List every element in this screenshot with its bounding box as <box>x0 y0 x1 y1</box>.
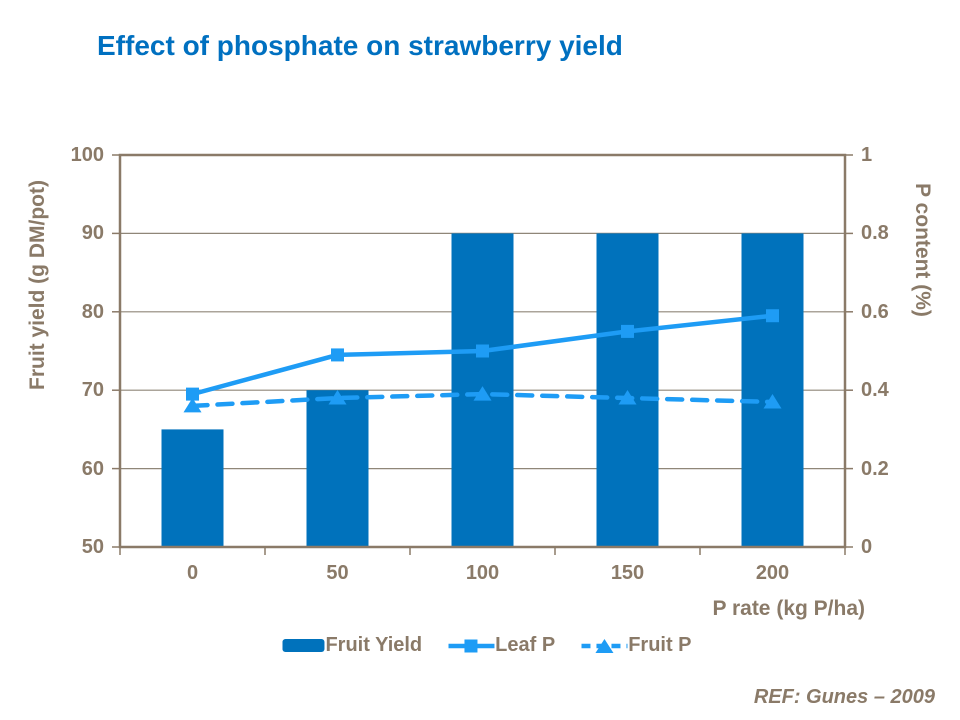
right-axis-tick-label: 0.2 <box>861 457 889 480</box>
right-axis-title: P content (%) <box>911 183 934 317</box>
x-axis-tick-label: 50 <box>326 562 349 584</box>
fruit-p-swatch-icon <box>581 638 628 653</box>
fruit-yield-swatch-icon <box>282 639 325 652</box>
left-axis-tick-label: 80 <box>81 300 104 323</box>
legend: Fruit Yield Leaf P Fruit P <box>282 634 692 657</box>
left-axis-title: Fruit yield (g DM/pot) <box>26 180 49 390</box>
left-axis-tick-label: 70 <box>81 379 104 402</box>
x-axis-title: P rate (kg P/ha) <box>712 597 866 620</box>
right-axis-tick-label: 0.4 <box>861 379 889 402</box>
plot-area <box>112 153 853 555</box>
legend-label-fruit-yield: Fruit Yield <box>325 634 423 656</box>
x-axis-tick-label: 0 <box>186 562 199 584</box>
left-axis-tick-label: 90 <box>81 222 104 245</box>
reference: REF: Gunes – 2009 <box>753 686 935 708</box>
legend-item-fruit-p: Fruit P <box>581 634 692 657</box>
left-axis-tick-label: 100 <box>70 144 104 166</box>
legend-item-leaf-p: Leaf P <box>448 634 555 657</box>
x-axis-tick-label: 100 <box>465 562 500 584</box>
legend-label-fruit-p: Fruit P <box>628 634 692 656</box>
x-axis-tick-label: 150 <box>610 562 645 584</box>
right-axis-tick-label: 0.6 <box>861 300 889 323</box>
left-axis-tick-label: 50 <box>81 536 104 558</box>
chart-title: Effect of phosphate on strawberry yield <box>97 30 623 61</box>
left-axis-tick-label: 60 <box>81 457 104 480</box>
x-axis-tick-label: 200 <box>755 562 790 584</box>
leaf-p-swatch-icon <box>448 639 495 652</box>
legend-item-fruit-yield: Fruit Yield <box>282 634 422 657</box>
right-axis-tick-label: 0 <box>861 536 873 558</box>
right-axis-tick-label: 0.8 <box>861 222 889 245</box>
right-axis-tick-label: 1 <box>861 144 873 166</box>
legend-label-leaf-p: Leaf P <box>495 634 556 656</box>
